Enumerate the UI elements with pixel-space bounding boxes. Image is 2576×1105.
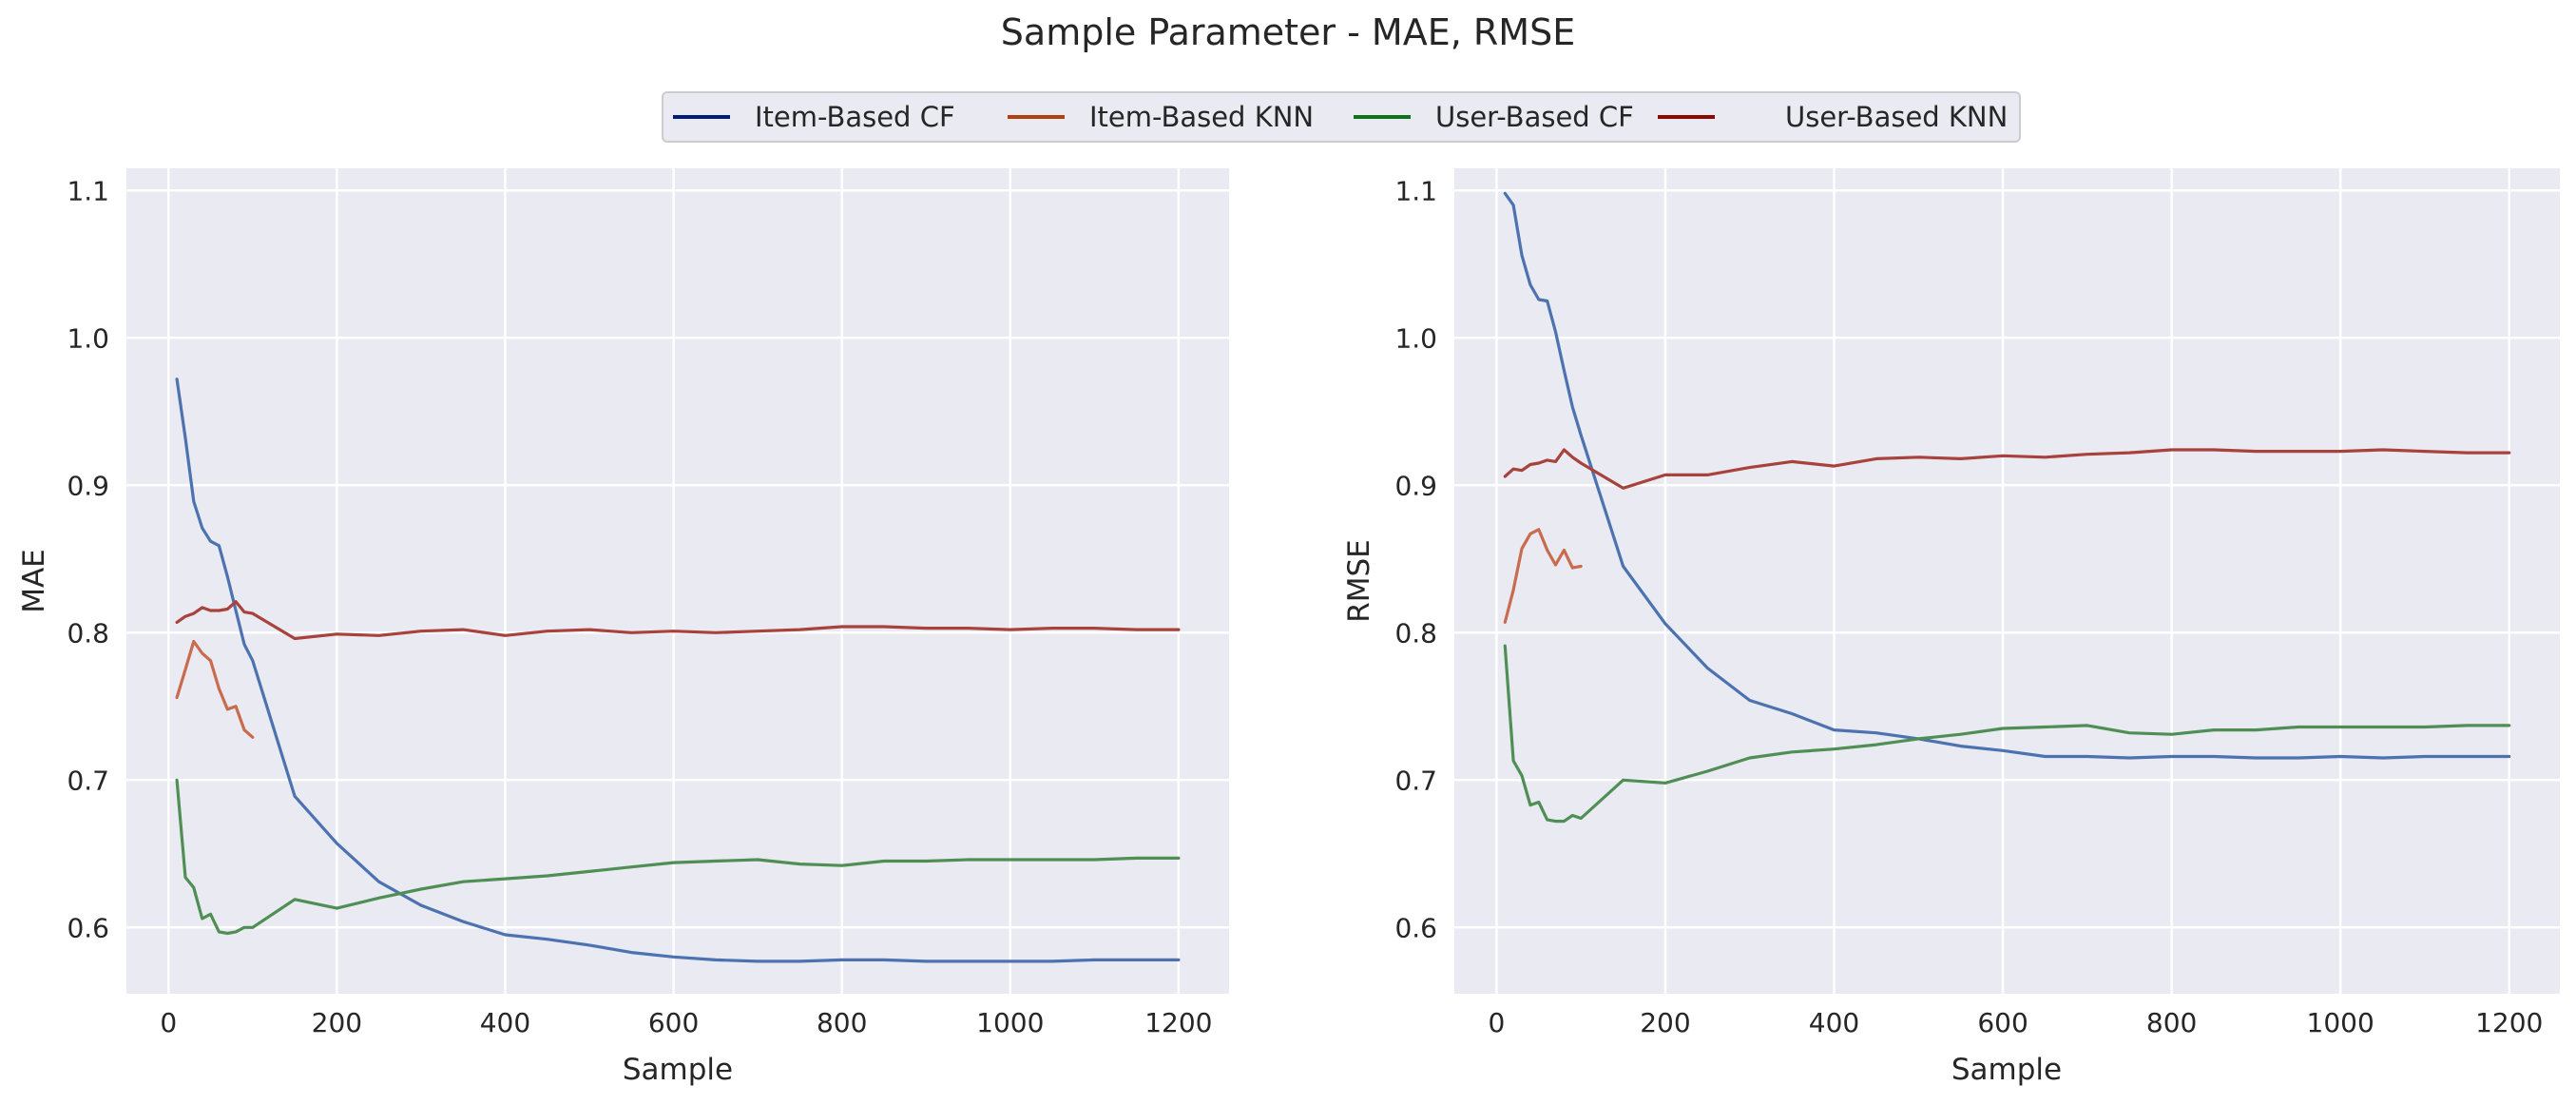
legend-label-user-based-cf: User-Based CF <box>1435 101 1634 133</box>
rmse-line-user-based-cf <box>1503 644 2511 824</box>
mae-x-tick-label: 1200 <box>1144 1007 1212 1038</box>
rmse-x-tick-label: 200 <box>1640 1007 1690 1038</box>
rmse-plot-area <box>1454 168 2560 994</box>
rmse-y-tick-label: 0.7 <box>1394 765 1437 796</box>
rmse-series <box>1503 191 2511 824</box>
rmse-grid <box>1454 168 2560 994</box>
mae-y-tick-label: 0.6 <box>67 912 109 943</box>
rmse-y-tick-label: 0.8 <box>1394 617 1437 649</box>
mae-y-tick-label: 1.1 <box>67 175 109 206</box>
rmse-x-tick-label: 0 <box>1488 1007 1505 1038</box>
legend-label-item-based-knn: Item-Based KNN <box>1089 101 1314 133</box>
mae-line-item-based-cf <box>175 378 1181 963</box>
rmse-line-item-based-knn <box>1503 528 1583 624</box>
rmse-x-tick-label: 400 <box>1809 1007 1859 1038</box>
mae-chart: 0 200 400 600 800 1000 1200 0.6 0.7 0.8 0.9 1.0 1.1… <box>17 168 1229 1087</box>
mae-y-tick-label: 0.9 <box>67 470 109 501</box>
legend-entry-item-based-knn: Item-Based KNN <box>1008 101 1314 133</box>
rmse-line-user-based-knn <box>1503 448 2511 490</box>
legend-entry-item-based-cf: Item-Based CF <box>673 101 955 133</box>
rmse-x-tick-label: 1000 <box>2307 1007 2374 1038</box>
mae-x-ticks: 0 200 400 600 800 1000 1200 <box>160 1007 1212 1038</box>
mae-x-tick-label: 800 <box>817 1007 867 1038</box>
rmse-x-tick-label: 800 <box>2146 1007 2197 1038</box>
mae-x-tick-label: 0 <box>160 1007 177 1038</box>
mae-line-item-based-knn <box>175 639 255 739</box>
mae-plot-area <box>126 168 1229 994</box>
mae-x-tick-label: 200 <box>312 1007 362 1038</box>
figure-title: Sample Parameter - MAE, RMSE <box>1001 11 1575 53</box>
mae-y-tick-label: 1.0 <box>67 322 109 354</box>
rmse-y-tick-label: 0.6 <box>1394 912 1437 943</box>
mae-line-user-based-knn <box>175 600 1181 641</box>
rmse-y-tick-label: 1.1 <box>1394 175 1437 206</box>
legend-frame <box>662 91 2021 143</box>
rmse-chart: 0 200 400 600 800 1000 1200 0.6 0.7 0.8 0.9 1.0 1.1… <box>1342 168 2560 1087</box>
mae-x-axis-label: Sample <box>623 1053 733 1087</box>
mae-y-ticks: 0.6 0.7 0.8 0.9 1.0 1.1 <box>67 175 109 943</box>
mae-grid <box>126 168 1229 994</box>
rmse-y-ticks: 0.6 0.7 0.8 0.9 1.0 1.1 <box>1394 175 1437 943</box>
legend-entry-user-based-knn: User-Based KNN <box>1658 101 2008 133</box>
mae-y-axis-label: MAE <box>17 549 51 613</box>
mae-x-tick-label: 1000 <box>976 1007 1044 1038</box>
rmse-y-axis-label: RMSE <box>1342 539 1376 623</box>
rmse-x-axis-label: Sample <box>1951 1053 2062 1087</box>
legend: Item-Based CF Item-Based KNN User-Based … <box>662 91 2021 143</box>
mae-series <box>175 378 1181 963</box>
mae-x-tick-label: 400 <box>480 1007 530 1038</box>
mae-y-tick-label: 0.7 <box>67 765 109 796</box>
legend-label-user-based-knn: User-Based KNN <box>1785 101 2008 133</box>
mae-x-tick-label: 600 <box>648 1007 699 1038</box>
mae-y-tick-label: 0.8 <box>67 617 109 649</box>
rmse-line-item-based-cf <box>1503 191 2511 760</box>
rmse-x-tick-label: 600 <box>1977 1007 2028 1038</box>
rmse-y-tick-label: 1.0 <box>1394 322 1437 354</box>
legend-label-item-based-cf: Item-Based CF <box>755 101 955 133</box>
rmse-x-ticks: 0 200 400 600 800 1000 1200 <box>1488 1007 2543 1038</box>
legend-entry-user-based-cf: User-Based CF <box>1354 101 1634 133</box>
mae-line-user-based-cf <box>175 778 1181 936</box>
rmse-x-tick-label: 1200 <box>2475 1007 2543 1038</box>
rmse-y-tick-label: 0.9 <box>1394 470 1437 501</box>
